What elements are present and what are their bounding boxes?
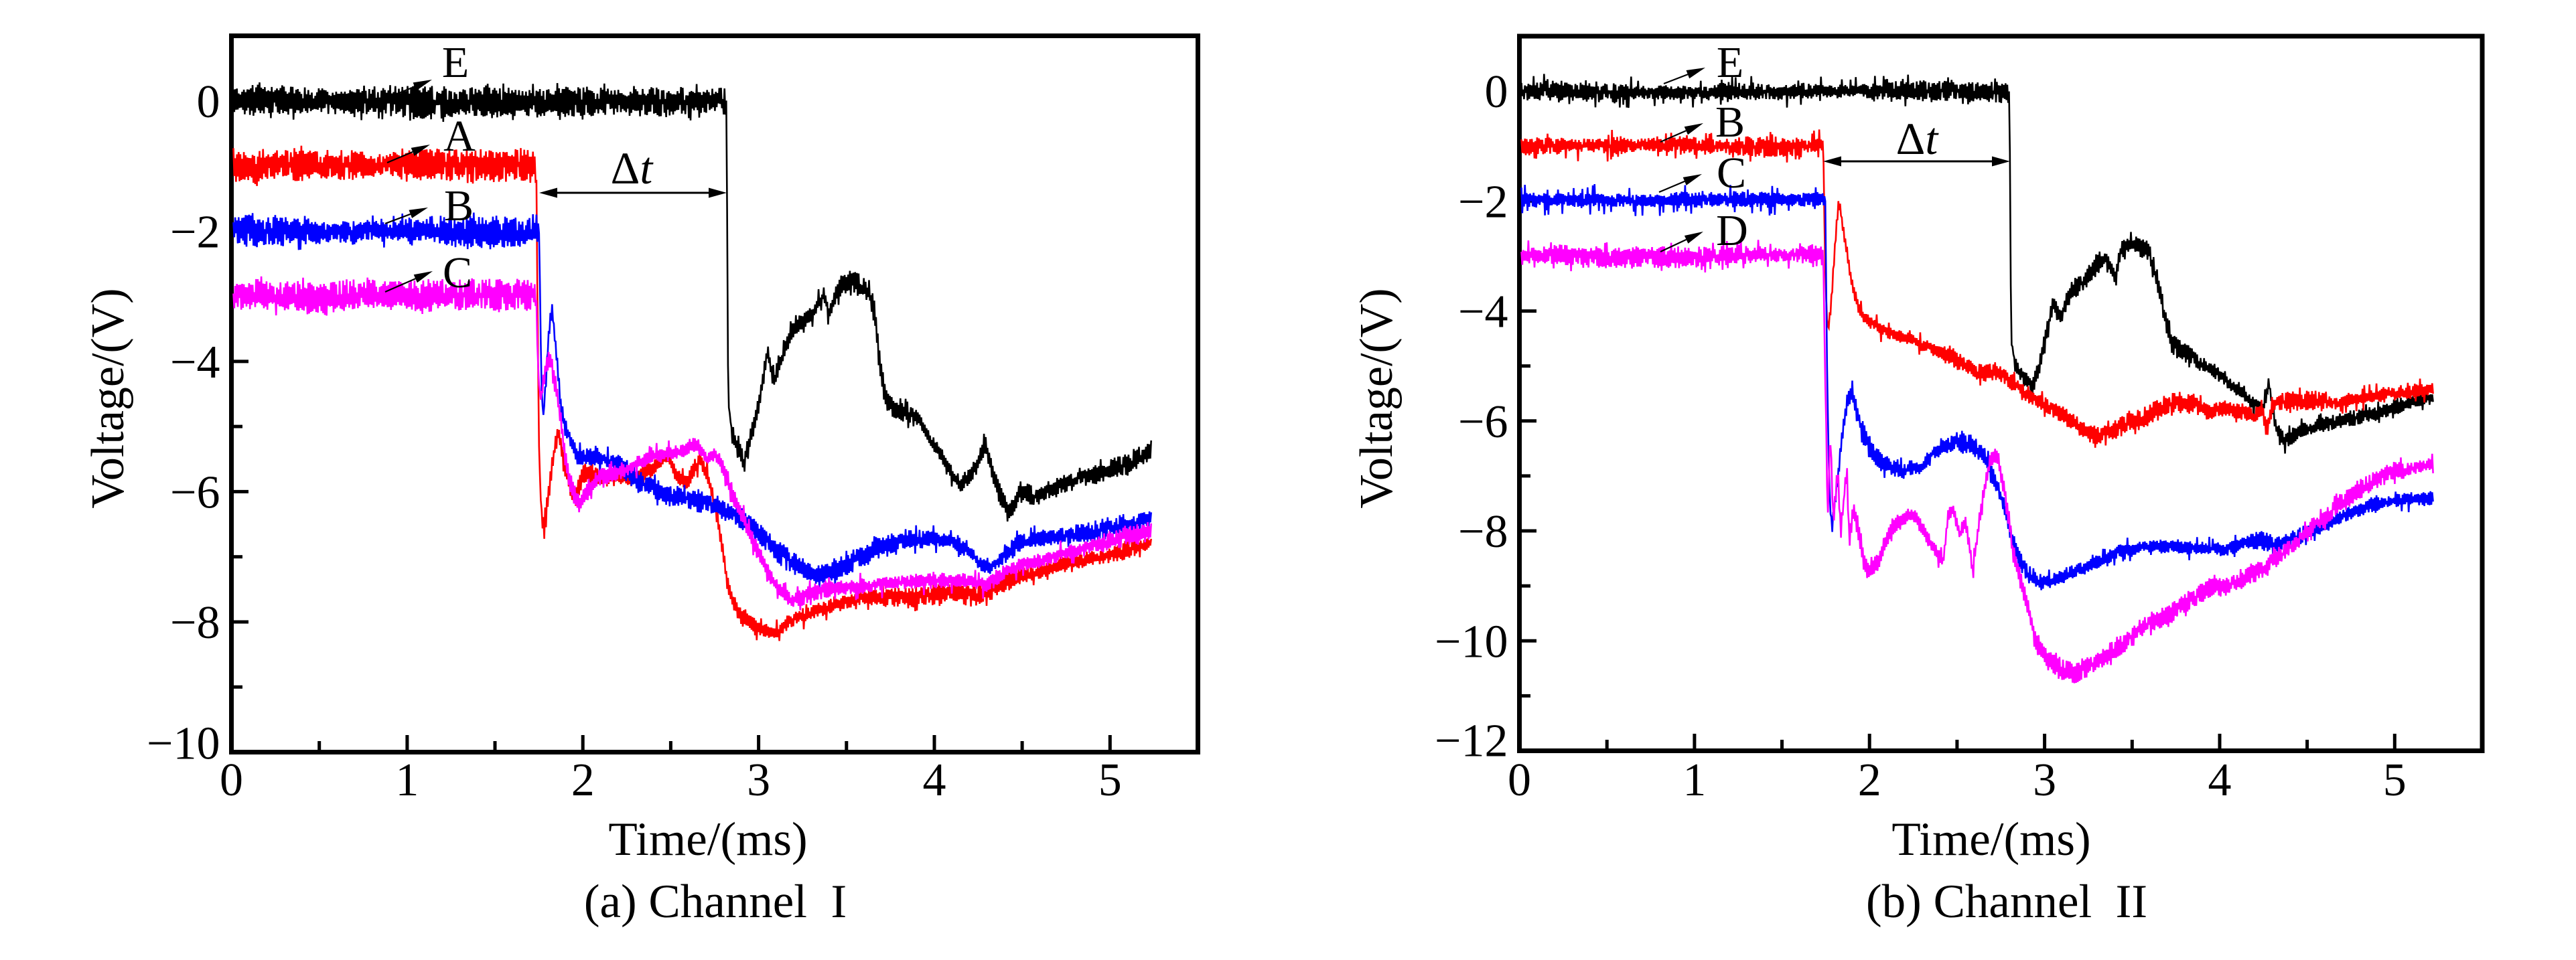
svg-text:1: 1 xyxy=(395,754,419,806)
svg-text:B: B xyxy=(444,181,474,230)
svg-text:Time/(ms): Time/(ms) xyxy=(1891,813,2090,866)
svg-text:2: 2 xyxy=(1858,754,1881,806)
svg-text:5: 5 xyxy=(2383,754,2407,806)
svg-text:B: B xyxy=(1715,98,1745,147)
svg-text:E: E xyxy=(1717,38,1743,87)
svg-text:0: 0 xyxy=(220,754,243,806)
svg-text:0: 0 xyxy=(1508,754,1531,806)
svg-text:Voltage/(V): Voltage/(V) xyxy=(1351,288,1403,508)
svg-text:4: 4 xyxy=(2208,754,2232,806)
svg-text:−2: −2 xyxy=(1458,176,1508,228)
svg-text:−12: −12 xyxy=(1435,716,1508,767)
svg-text:−4: −4 xyxy=(170,337,220,388)
svg-text:Time/(ms): Time/(ms) xyxy=(608,813,807,866)
svg-text:−8: −8 xyxy=(170,597,220,649)
svg-text:D: D xyxy=(1716,206,1748,255)
svg-text:−6: −6 xyxy=(1458,396,1508,448)
svg-text:3: 3 xyxy=(2033,754,2056,806)
svg-text:−10: −10 xyxy=(1435,616,1508,667)
svg-text:1: 1 xyxy=(1683,754,1706,806)
svg-text:0: 0 xyxy=(197,76,220,128)
svg-text:C: C xyxy=(1717,149,1746,197)
svg-text:Voltage/(V): Voltage/(V) xyxy=(82,288,134,508)
svg-text:Δt: Δt xyxy=(611,143,654,193)
svg-text:Δt: Δt xyxy=(1896,113,1940,164)
svg-text:−2: −2 xyxy=(170,206,220,258)
svg-text:(a) Channel I: (a) Channel I xyxy=(584,876,847,928)
svg-text:−10: −10 xyxy=(147,718,220,770)
svg-text:C: C xyxy=(443,248,472,297)
svg-text:−8: −8 xyxy=(1458,506,1508,558)
svg-text:3: 3 xyxy=(747,754,770,806)
svg-text:0: 0 xyxy=(1485,66,1508,118)
svg-text:2: 2 xyxy=(571,754,595,806)
svg-text:A: A xyxy=(443,112,476,161)
svg-text:E: E xyxy=(442,38,469,87)
svg-text:4: 4 xyxy=(923,754,946,806)
svg-text:−4: −4 xyxy=(1458,287,1508,338)
svg-text:−6: −6 xyxy=(170,467,220,518)
svg-text:5: 5 xyxy=(1098,754,1122,806)
svg-text:(b) Channel II: (b) Channel II xyxy=(1866,876,2147,928)
